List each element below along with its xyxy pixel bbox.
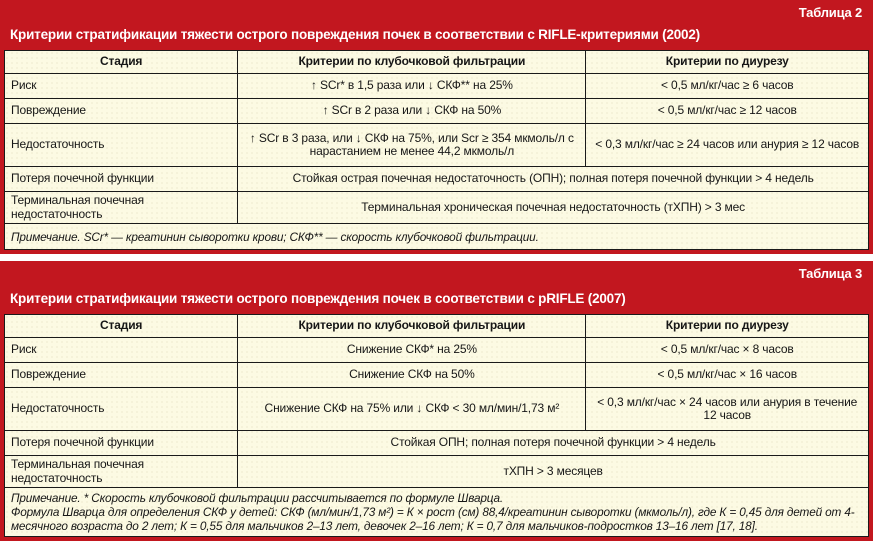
diuresis-cell: < 0,3 мл/кг/час × 24 часов или анурия в … [585,387,869,431]
gfr-cell: Снижение СКФ* на 25% [237,337,587,363]
table2-header-row: Стадия Критерии по клубочковой фильтраци… [3,50,869,74]
stage-cell: Потеря почечной функции [3,430,239,456]
stage-cell: Повреждение [3,362,239,388]
table2-badge: Таблица 2 [798,5,862,20]
stage-cell: Риск [3,73,239,99]
stage-cell: Потеря почечной функции [3,166,239,192]
table2-block: Таблица 2 Критерии стратификации тяжести… [0,0,873,254]
tables-gap [0,254,873,261]
gfr-cell: ↑ SCr в 3 раза, или ↓ СКФ на 75%, или Sc… [237,123,587,167]
note-line-1: Примечание. * Скорость клубочковой фильт… [11,491,504,505]
table2: Стадия Критерии по клубочковой фильтраци… [3,50,869,250]
gfr-cell: Снижение СКФ на 75% или ↓ СКФ < 30 мл/ми… [237,387,587,431]
table-row-esrd: Терминальная почечная недостаточность тХ… [3,455,869,488]
table-row-failure: Недостаточность Снижение СКФ на 75% или … [3,387,869,431]
table2-title: Критерии стратификации тяжести острого п… [10,27,700,42]
table3-title: Критерии стратификации тяжести острого п… [10,291,626,306]
stage-cell: Недостаточность [3,123,239,167]
column-header-diuresis: Критерии по диурезу [585,50,869,74]
span-cell: тХПН > 3 месяцев [237,455,869,488]
stage-cell: Терминальная почечная недостаточность [3,455,239,488]
stage-cell: Повреждение [3,98,239,124]
table-row-injury: Повреждение ↑ SCr в 2 раза или ↓ СКФ на … [3,98,869,124]
diuresis-cell: < 0,5 мл/кг/час × 16 часов [585,362,869,388]
column-header-gfr: Критерии по клубочковой фильтрации [237,50,587,74]
table3: Стадия Критерии по клубочковой фильтраци… [3,314,869,537]
table-row-failure: Недостаточность ↑ SCr в 3 раза, или ↓ СК… [3,123,869,167]
table-row-loss: Потеря почечной функции Стойкая острая п… [3,166,869,192]
table2-note-row: Примечание. SCr* — креатинин сыворотки к… [4,223,869,250]
span-cell: Стойкая ОПН; полная потеря почечной функ… [237,430,869,456]
span-cell: Терминальная хроническая почечная недост… [237,191,869,224]
diuresis-cell: < 0,5 мл/кг/час ≥ 6 часов [585,73,869,99]
column-header-diuresis: Критерии по диурезу [585,314,869,338]
table-row-injury: Повреждение Снижение СКФ на 50% < 0,5 мл… [3,362,869,388]
gfr-cell: ↑ SCr* в 1,5 раза или ↓ СКФ** на 25% [237,73,587,99]
table2-header-band: Таблица 2 Критерии стратификации тяжести… [4,0,869,50]
stage-cell: Терминальная почечная недостаточность [3,191,239,224]
column-header-gfr: Критерии по клубочковой фильтрации [237,314,587,338]
table3-badge: Таблица 3 [798,266,862,281]
gfr-cell: Снижение СКФ на 50% [237,362,587,388]
column-header-stage: Стадия [3,50,239,74]
table-row-loss: Потеря почечной функции Стойкая ОПН; пол… [3,430,869,456]
diuresis-cell: < 0,5 мл/кг/час × 8 часов [585,337,869,363]
stage-cell: Недостаточность [3,387,239,431]
column-header-stage: Стадия [3,314,239,338]
gfr-cell: ↑ SCr в 2 раза или ↓ СКФ на 50% [237,98,587,124]
table3-header-row: Стадия Критерии по клубочковой фильтраци… [3,314,869,338]
table-row-esrd: Терминальная почечная недостаточность Те… [3,191,869,224]
stage-cell: Риск [3,337,239,363]
note-cell: Примечание. * Скорость клубочковой фильт… [4,487,869,537]
table3-block: Таблица 3 Критерии стратификации тяжести… [0,261,873,541]
note-line-2: Формула Шварца для определения СКФ у дет… [11,505,855,533]
note-cell: Примечание. SCr* — креатинин сыворотки к… [4,223,869,250]
table3-note-row: Примечание. * Скорость клубочковой фильт… [4,487,869,537]
table-row-risk: Риск ↑ SCr* в 1,5 раза или ↓ СКФ** на 25… [3,73,869,99]
table3-header-band: Таблица 3 Критерии стратификации тяжести… [4,261,869,314]
diuresis-cell: < 0,3 мл/кг/час ≥ 24 часов или анурия ≥ … [585,123,869,167]
span-cell: Стойкая острая почечная недостаточность … [237,166,869,192]
diuresis-cell: < 0,5 мл/кг/час ≥ 12 часов [585,98,869,124]
table-row-risk: Риск Снижение СКФ* на 25% < 0,5 мл/кг/ча… [3,337,869,363]
